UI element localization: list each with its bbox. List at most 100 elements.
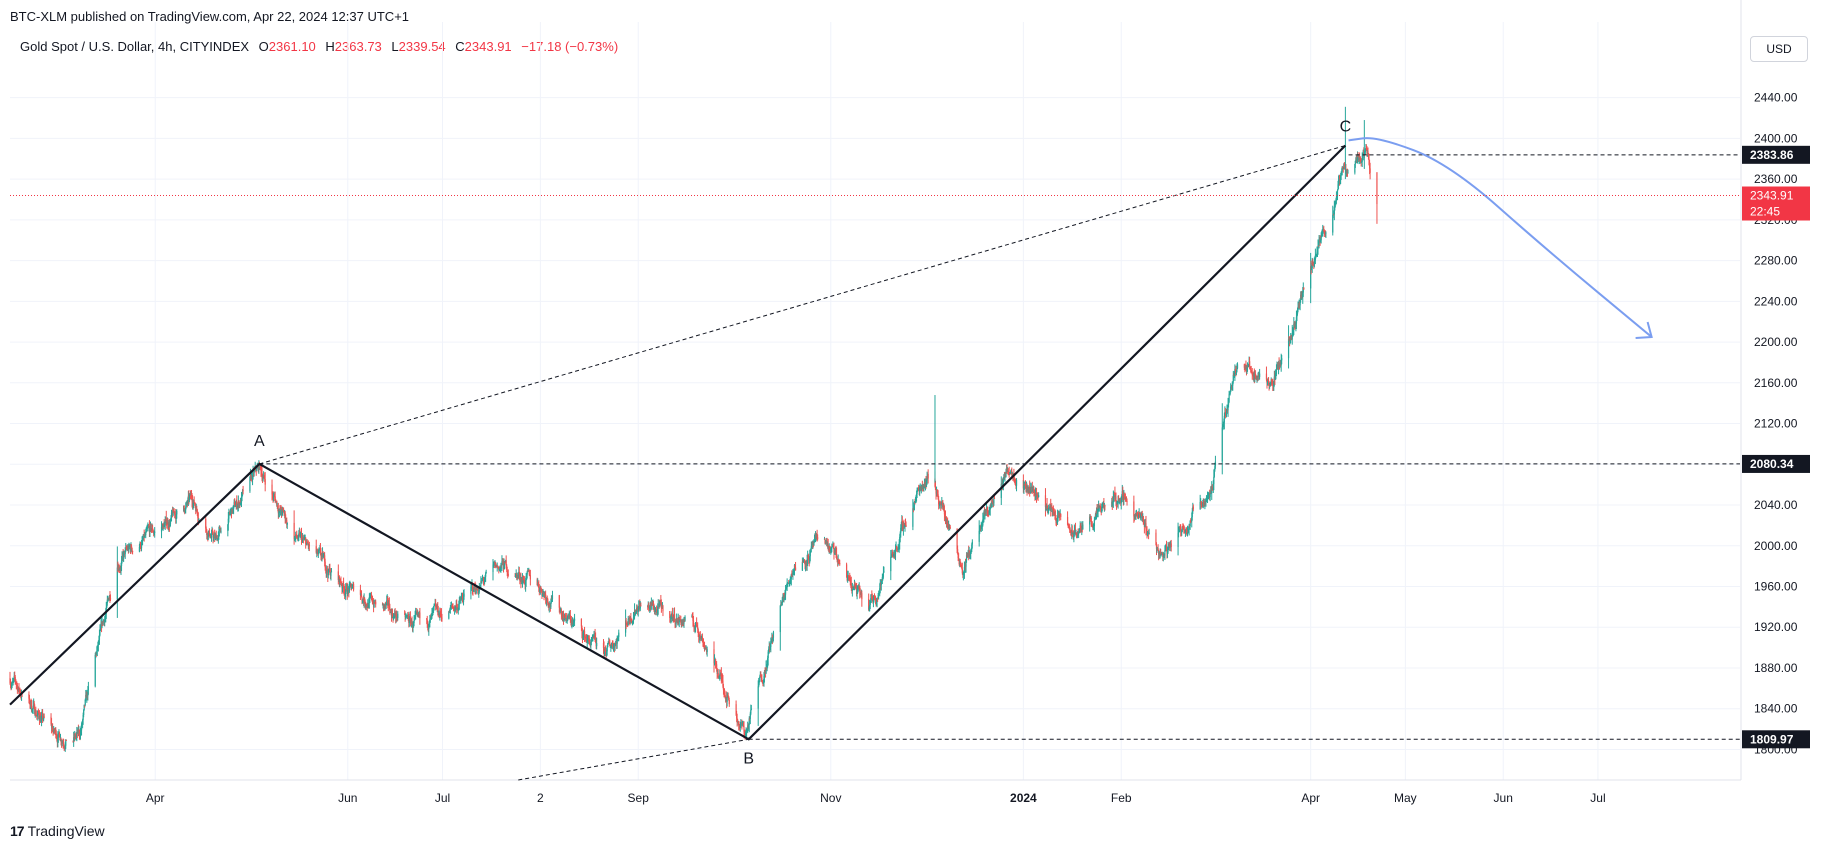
candle-body (371, 600, 374, 604)
candle-body (878, 592, 880, 594)
candle-body (986, 511, 989, 514)
candle-body (520, 578, 522, 583)
candle-body (345, 589, 347, 594)
candle-body (1232, 381, 1234, 386)
candle-body (450, 605, 452, 609)
candle-body (205, 519, 207, 529)
candle-body (691, 616, 694, 618)
candle-body (153, 532, 155, 534)
candle-body (559, 607, 561, 611)
candle-body (770, 641, 772, 647)
candle-body (278, 509, 280, 513)
candle-body (274, 496, 276, 501)
candle-body (727, 695, 729, 697)
candle-body (1276, 365, 1278, 369)
y-tick-label: 2000.00 (1754, 539, 1798, 553)
candle-body (794, 567, 797, 571)
candle-body (364, 601, 366, 605)
candle-body (1136, 514, 1139, 516)
candle-body (64, 745, 66, 750)
candle-body (187, 499, 189, 504)
candle-body (1302, 292, 1304, 298)
candle-body (124, 550, 126, 554)
candle-body (961, 568, 963, 574)
candle-body (1316, 251, 1318, 255)
candle-body (742, 722, 745, 726)
candle-body (875, 601, 878, 603)
candle-body (50, 724, 53, 728)
candle-body (925, 480, 928, 484)
candle-body (1224, 412, 1226, 416)
candle-body (603, 648, 605, 653)
candle-body (183, 505, 185, 510)
close-value: 2343.91 (464, 39, 512, 54)
pattern-point-label: C (1340, 119, 1352, 136)
candle-body (305, 538, 307, 545)
candle-body (274, 495, 276, 497)
candle-body (175, 514, 177, 520)
candle-body (919, 488, 921, 492)
candle-body (539, 590, 541, 592)
candle-body (1250, 367, 1252, 371)
currency-button[interactable]: USD (1750, 36, 1808, 62)
candle-body (607, 642, 609, 644)
candle-body (449, 608, 451, 610)
candle-body (1311, 262, 1313, 269)
candle-body (525, 575, 527, 581)
x-tick-label: Apr (1301, 791, 1320, 805)
candle-body (1243, 364, 1245, 368)
candle-body (1267, 380, 1270, 382)
candle-body (1236, 364, 1239, 369)
candle-body (1069, 527, 1071, 530)
candle-body (792, 571, 794, 576)
candle-body (1315, 254, 1318, 256)
candle-body (736, 718, 738, 722)
candle-body (632, 617, 635, 621)
candle-body (1133, 501, 1135, 517)
candle-body (196, 509, 198, 514)
candle-body (567, 615, 569, 620)
candle-body (758, 682, 760, 687)
candle-body (1177, 532, 1179, 548)
candle-body (783, 596, 786, 598)
candle-body (229, 512, 231, 514)
candle-body (992, 502, 994, 504)
candle-body (1073, 533, 1075, 539)
candle-body (1143, 519, 1145, 522)
candle-body (1033, 488, 1035, 492)
candle-body (833, 546, 835, 553)
candle-body (759, 676, 761, 682)
candle-body (318, 550, 320, 552)
candle-body (315, 546, 317, 553)
tradingview-logo[interactable]: 17 TradingView (10, 823, 105, 839)
candle-body (962, 572, 964, 576)
candle-body (536, 579, 538, 586)
candle-body (1030, 487, 1032, 491)
candle-body (507, 573, 509, 576)
candle-body (1320, 240, 1322, 243)
candle-body (831, 544, 833, 547)
candle-body (627, 618, 629, 626)
candle-body (30, 701, 32, 707)
candle-body (176, 510, 178, 515)
candle-body (189, 494, 191, 498)
candle-body (640, 605, 642, 607)
candle-body (625, 620, 627, 624)
candle-body (80, 730, 82, 733)
candle-body (937, 492, 939, 495)
candle-body (1340, 173, 1342, 176)
candle-body (14, 676, 16, 680)
candle-body (1055, 522, 1058, 524)
candle-body (660, 600, 662, 603)
candle-body (1005, 470, 1007, 477)
candle-body (18, 689, 21, 691)
candle-body (736, 714, 738, 719)
candle-body (432, 606, 435, 609)
candle-body (965, 560, 967, 567)
candle-body (219, 528, 222, 533)
candle-body (563, 619, 565, 621)
candle-body (324, 555, 326, 562)
candle-body (20, 693, 23, 698)
candle-body (373, 602, 375, 607)
